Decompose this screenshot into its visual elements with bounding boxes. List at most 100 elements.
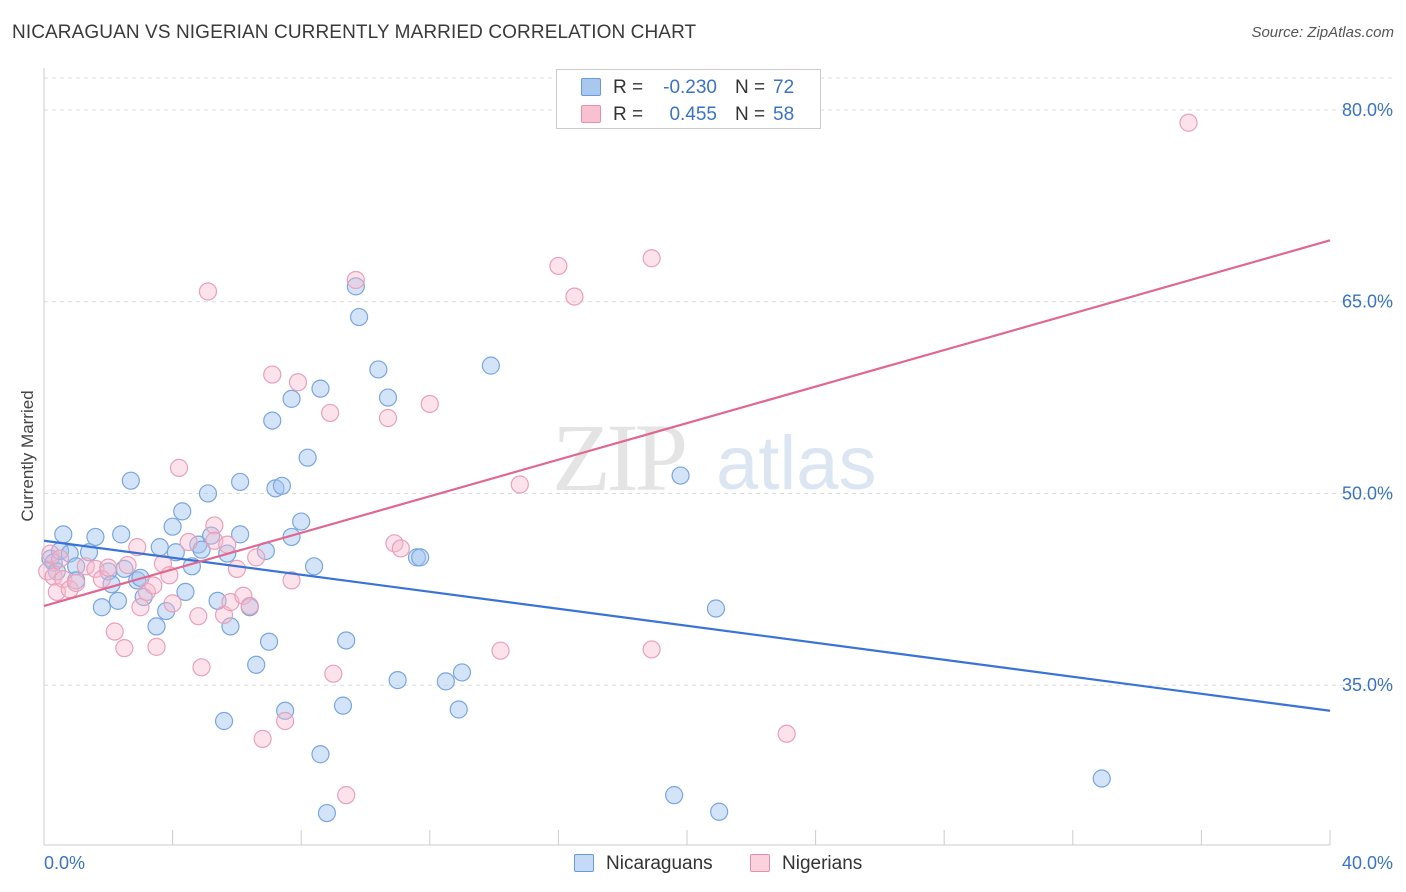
nicaraguan-point bbox=[231, 472, 250, 492]
nigerian-point bbox=[92, 570, 111, 589]
nicaraguan-point bbox=[1092, 769, 1111, 788]
nigerian-point bbox=[218, 535, 237, 554]
source-credit: Source: ZipAtlas.com bbox=[1251, 24, 1394, 41]
nigerian-point bbox=[324, 664, 343, 683]
nicaraguan-point bbox=[276, 701, 295, 720]
y-axis-label: Currently Married bbox=[18, 390, 37, 522]
nigerian-point bbox=[192, 658, 211, 677]
nigerian-point bbox=[642, 249, 661, 268]
nigerian-point bbox=[642, 640, 661, 659]
nigerian-point bbox=[288, 373, 308, 392]
nicaraguan-point bbox=[214, 711, 234, 731]
nigerian-point bbox=[1179, 113, 1198, 132]
nigerian-point bbox=[240, 596, 259, 616]
nicaraguan-point bbox=[304, 557, 324, 576]
nigerian-point bbox=[491, 641, 510, 660]
nicaraguan-point bbox=[166, 543, 185, 562]
x-tick-label-min: 0.0% bbox=[44, 853, 85, 873]
nicaraguan-point bbox=[150, 538, 169, 557]
nicaraguan-point bbox=[202, 526, 221, 545]
nigerian-point bbox=[565, 287, 584, 306]
nicaraguan-point bbox=[176, 582, 195, 601]
nigerian-point bbox=[321, 403, 340, 423]
nigerian-point bbox=[147, 637, 166, 656]
nigerian-point bbox=[205, 516, 224, 535]
nicaraguan-point bbox=[706, 599, 726, 618]
nicaraguan-point bbox=[346, 277, 365, 296]
r-value: 0.455 bbox=[669, 104, 717, 125]
nicaraguan-point bbox=[272, 476, 292, 495]
nicaraguan-point bbox=[86, 527, 105, 547]
legend-swatch-nigerians bbox=[750, 854, 770, 872]
nicaraguan-point bbox=[665, 786, 684, 805]
nicaraguan-point bbox=[333, 696, 353, 715]
nicaraguan-point bbox=[481, 356, 500, 375]
nigerians-trend-line bbox=[43, 239, 1331, 608]
axes bbox=[43, 68, 1331, 846]
nicaraguan-point bbox=[121, 471, 140, 490]
nicaraguan-point bbox=[147, 617, 166, 636]
nicaraguan-point bbox=[221, 617, 240, 636]
nicaraguan-point bbox=[349, 307, 369, 327]
legend-swatch-nicaraguans bbox=[581, 78, 601, 96]
nigerians-points bbox=[38, 113, 1198, 805]
n-value: 72 bbox=[773, 77, 795, 98]
nigerian-point bbox=[131, 598, 150, 617]
nigerian-point bbox=[115, 639, 134, 658]
y-tick-label: 65.0% bbox=[1342, 292, 1393, 312]
nicaraguan-point bbox=[311, 379, 330, 398]
nicaraguan-point bbox=[311, 745, 330, 764]
nigerian-point bbox=[67, 573, 86, 593]
nicaraguan-point bbox=[388, 670, 407, 690]
nigerian-point bbox=[510, 475, 529, 494]
r-label: R = bbox=[613, 104, 644, 125]
correlation-legend: R = -0.230 N = 72 R = 0.455 N = 58 bbox=[556, 69, 821, 129]
nicaraguan-point bbox=[671, 466, 690, 485]
nicaraguan-point bbox=[378, 388, 398, 407]
nicaraguan-point bbox=[292, 512, 311, 531]
legend-label-nigerians: Nigerians bbox=[782, 853, 863, 874]
y-tick-label: 80.0% bbox=[1342, 100, 1393, 120]
nicaraguans-trend-line bbox=[43, 539, 1331, 712]
nigerian-point bbox=[549, 256, 568, 276]
nigerian-point bbox=[337, 786, 356, 805]
nicaraguan-point bbox=[452, 663, 472, 682]
watermark-atlas: atlas bbox=[716, 421, 877, 506]
nigerian-point bbox=[276, 711, 295, 731]
nigerian-point bbox=[144, 576, 163, 595]
y-tick-label: 50.0% bbox=[1342, 483, 1393, 503]
nicaraguan-point bbox=[54, 525, 73, 544]
nicaraguan-point bbox=[259, 632, 279, 651]
x-tick-label-max: 40.0% bbox=[1342, 853, 1393, 873]
nigerian-point bbox=[346, 270, 365, 290]
nigerian-point bbox=[420, 394, 439, 414]
legend-row-nigerians: R = 0.455 N = 58 bbox=[557, 102, 820, 128]
nicaraguan-point bbox=[173, 502, 192, 521]
nigerian-point bbox=[378, 408, 398, 428]
nicaraguan-point bbox=[263, 411, 282, 430]
y-tick-label: 35.0% bbox=[1342, 675, 1393, 695]
nigerian-point bbox=[50, 549, 70, 568]
nigerian-point bbox=[247, 548, 266, 567]
nigerian-point bbox=[99, 558, 118, 577]
nicaraguan-point bbox=[247, 655, 266, 674]
nigerian-point bbox=[282, 571, 301, 590]
nicaraguan-point bbox=[369, 360, 388, 379]
nigerian-point bbox=[391, 539, 410, 558]
nicaraguan-point bbox=[108, 591, 128, 610]
nigerian-point bbox=[179, 532, 198, 552]
nigerian-point bbox=[777, 724, 796, 743]
nigerian-point bbox=[86, 559, 105, 578]
nigerian-point bbox=[227, 559, 246, 578]
nigerian-point bbox=[263, 365, 282, 384]
nicaraguans-points bbox=[41, 277, 1111, 823]
nicaraguan-point bbox=[112, 525, 131, 544]
nicaraguan-point bbox=[198, 484, 218, 503]
nigerian-point bbox=[163, 594, 182, 613]
chart-title: NICARAGUAN VS NIGERIAN CURRENTLY MARRIED… bbox=[12, 22, 697, 43]
nigerian-point bbox=[118, 555, 137, 575]
nigerian-point bbox=[234, 586, 253, 605]
nicaraguan-point bbox=[298, 448, 317, 467]
n-value: 58 bbox=[773, 104, 795, 125]
